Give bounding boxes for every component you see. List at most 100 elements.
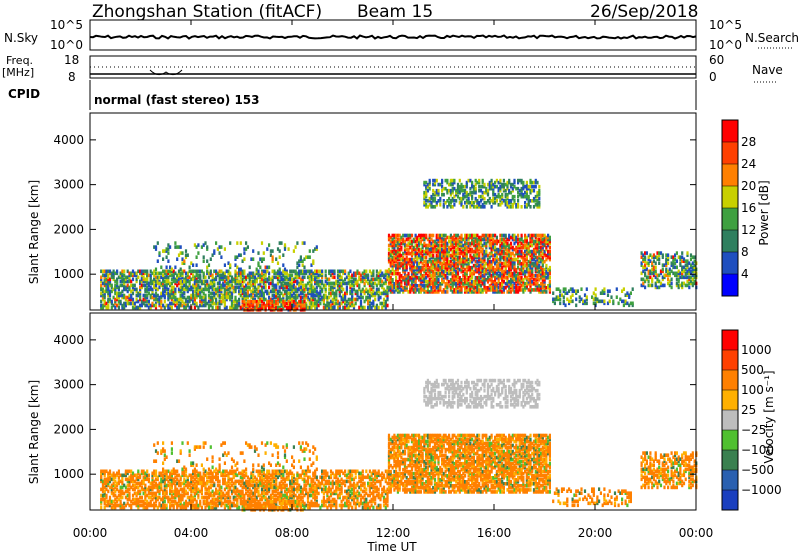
echo-cell (425, 256, 427, 260)
echo-cell (303, 241, 305, 245)
power-scatter-cells (100, 179, 697, 312)
echo-cell (229, 296, 231, 300)
echo-cell (222, 274, 224, 278)
echo-cell (189, 266, 191, 270)
echo-cell (234, 288, 236, 292)
echo-cell (563, 300, 565, 304)
echo-cell (662, 253, 664, 257)
echo-cell (206, 259, 208, 263)
echo-cell (386, 304, 388, 308)
echo-cell (446, 290, 448, 294)
echo-cell (236, 241, 238, 245)
echo-cell (333, 276, 335, 280)
echo-cell (229, 272, 231, 276)
echo-cell (521, 205, 523, 209)
echo-cell (199, 276, 201, 280)
echo-cell (220, 255, 222, 259)
noise-sky-trace (90, 36, 696, 39)
echo-cell (226, 270, 228, 274)
echo-cell (432, 254, 434, 258)
echo-cell (341, 276, 343, 280)
echo-cell (240, 241, 242, 245)
echo-cell (279, 255, 281, 259)
echo-cell (257, 261, 259, 265)
echo-cell (429, 187, 431, 191)
echo-cell (374, 298, 376, 302)
echo-cell (263, 251, 265, 255)
echo-cell (407, 272, 409, 276)
echo-cell (378, 306, 380, 310)
echo-cell (303, 266, 305, 270)
echo-cell (286, 272, 288, 276)
echo-cell (158, 282, 160, 286)
echo-cell (247, 286, 249, 290)
echo-cell (651, 278, 653, 282)
echo-cell (496, 236, 498, 240)
echo-cell (280, 282, 282, 286)
echo-cell (658, 261, 660, 265)
y-tick-label: 2000 (53, 222, 84, 236)
echo-cell (644, 272, 646, 276)
station-title: Zhongshan Station (fitACF) (92, 2, 322, 22)
echo-cell (471, 181, 473, 185)
echo-cell (510, 242, 512, 246)
echo-cell (655, 270, 657, 274)
echo-cell (215, 241, 217, 245)
echo-cell (538, 201, 540, 205)
echo-cell (229, 241, 231, 245)
echo-cell (167, 259, 169, 263)
echo-cell (300, 255, 302, 259)
echo-cell (256, 268, 258, 272)
echo-cell (226, 296, 228, 300)
echo-cell (586, 287, 588, 291)
echo-cell (174, 241, 176, 245)
echo-cell (296, 276, 298, 280)
echo-cell (243, 280, 245, 284)
echo-cell (181, 294, 183, 298)
echo-cell (180, 280, 182, 284)
echo-cell (166, 266, 168, 270)
echo-cell (176, 284, 178, 288)
echo-cell (379, 296, 381, 300)
echo-cell (295, 288, 297, 292)
echo-cell (261, 241, 263, 245)
echo-cell (325, 270, 327, 274)
echo-cell (279, 290, 281, 294)
echo-cell (272, 249, 274, 253)
echo-cell (522, 181, 524, 185)
noise-left-tick-top: 10^5 (50, 18, 83, 32)
echo-cell (554, 302, 556, 306)
echo-cell (196, 255, 198, 259)
echo-cell (549, 250, 551, 254)
cpid-row: CPID normal (fast stereo) 153 (8, 80, 696, 110)
echo-cell (462, 205, 464, 209)
echo-cell (443, 193, 445, 197)
echo-cell (217, 288, 219, 292)
echo-cell (453, 203, 455, 207)
echo-cell (549, 280, 551, 284)
echo-cell (236, 280, 238, 284)
echo-cell (505, 234, 507, 238)
echo-cell (231, 302, 233, 306)
echo-cell (468, 197, 470, 201)
echo-cell (204, 298, 206, 302)
freq-tick-bottom: 8 (68, 70, 76, 84)
echo-cell (603, 287, 605, 291)
echo-cell (167, 251, 169, 255)
echo-cell (595, 293, 597, 297)
echo-cell (349, 270, 351, 274)
echo-cell (372, 270, 374, 274)
echo-cell (197, 251, 199, 255)
echo-cell (305, 284, 307, 288)
echo-cell (528, 195, 530, 199)
echo-cell (632, 287, 634, 291)
echo-cell (153, 278, 155, 282)
echo-cell (559, 298, 561, 302)
echo-cell (196, 288, 198, 292)
echo-cell (536, 181, 538, 185)
echo-cell (279, 272, 281, 276)
echo-cell (446, 276, 448, 280)
echo-cell (460, 234, 462, 238)
echo-cell (174, 266, 176, 270)
echo-cell (295, 245, 297, 249)
